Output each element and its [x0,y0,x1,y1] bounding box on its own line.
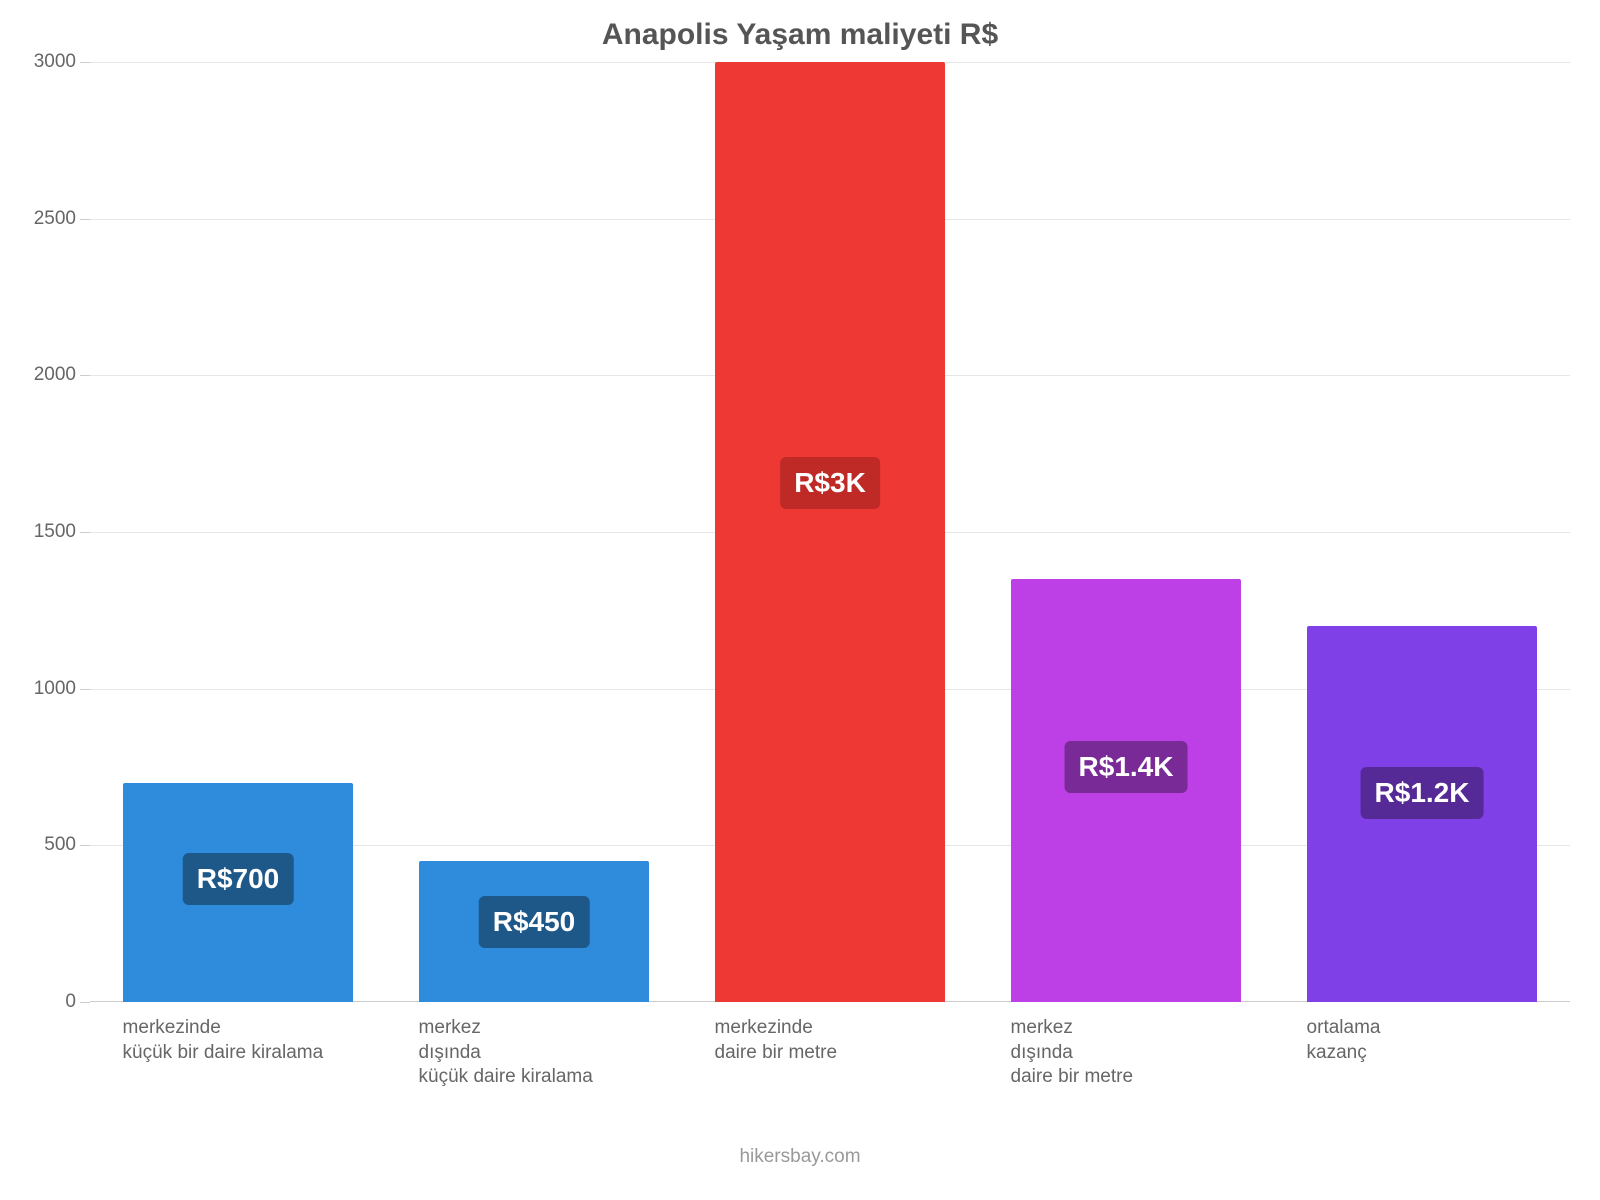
value-badge: R$700 [183,853,294,905]
ytick-label: 500 [10,834,76,856]
bar-slot: R$450 [386,62,682,1002]
ytick-label: 1500 [10,521,76,543]
x-category-label: merkezindedaire bir metre [715,1016,986,1065]
ytick-label: 1000 [10,678,76,700]
ytick-mark [80,62,90,63]
ytick-mark [80,1002,90,1003]
ytick-mark [80,845,90,846]
x-category-label: merkezdışındaküçük daire kiralama [419,1016,690,1090]
value-badge: R$1.2K [1361,767,1484,819]
ytick-label: 3000 [10,51,76,73]
bar-c2 [715,62,946,1002]
x-category-label: merkezindeküçük bir daire kiralama [123,1016,394,1065]
ytick-mark [80,375,90,376]
chart-title: Anapolis Yaşam maliyeti R$ [0,18,1600,52]
value-badge: R$1.4K [1065,741,1188,793]
bar-slot: R$700 [90,62,386,1002]
ytick-label: 2500 [10,208,76,230]
ytick-label: 0 [10,991,76,1013]
ytick-mark [80,532,90,533]
value-badge: R$3K [780,457,880,509]
ytick-mark [80,219,90,220]
x-category-label: ortalamakazanç [1307,1016,1578,1065]
plot-area: 050010001500200025003000R$700merkezindek… [90,62,1570,1002]
value-badge: R$450 [479,896,590,948]
bar-slot: R$3K [682,62,978,1002]
ytick-label: 2000 [10,364,76,386]
x-category-label: merkezdışındadaire bir metre [1011,1016,1282,1090]
bar-slot: R$1.4K [978,62,1274,1002]
ytick-mark [80,689,90,690]
bar-slot: R$1.2K [1274,62,1570,1002]
source-credit: hikersbay.com [0,1146,1600,1168]
cost-of-living-chart: Anapolis Yaşam maliyeti R$ 0500100015002… [0,0,1600,1200]
